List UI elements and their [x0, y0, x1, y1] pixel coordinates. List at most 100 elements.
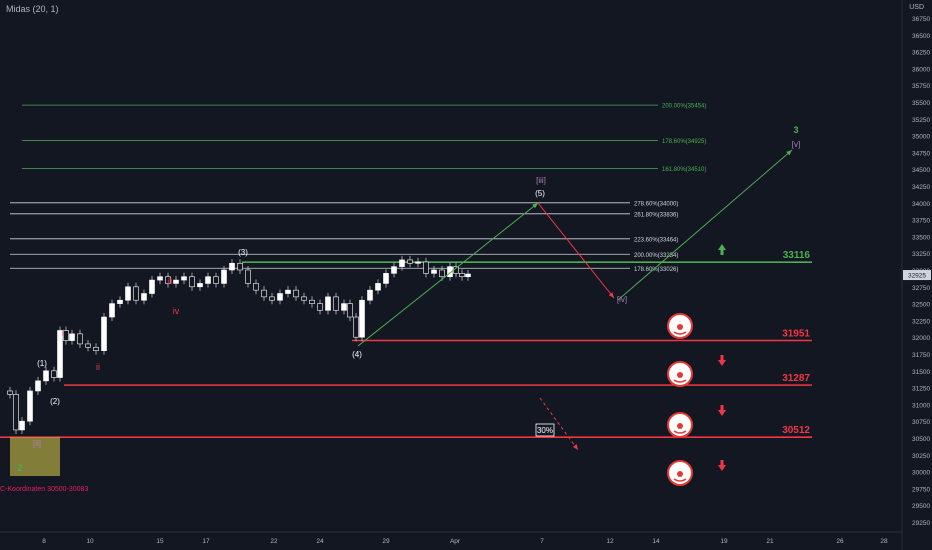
projection-arrow-down-head: [608, 292, 614, 298]
candle-body: [133, 286, 139, 301]
candle-body: [353, 316, 359, 338]
candle-body: [439, 269, 445, 278]
projection-arrow-down: [537, 202, 615, 299]
candle-body: [431, 269, 437, 274]
wave-label: [iii]: [536, 176, 546, 185]
candle-body: [415, 261, 421, 264]
projection-arrow-v-head: [786, 150, 792, 156]
candle-body: [189, 276, 195, 288]
candle-body: [293, 289, 299, 298]
arrow-down-icon: [718, 405, 726, 416]
y-tick-label: 30250: [912, 453, 930, 460]
wave-label: 2: [17, 463, 22, 473]
y-tick-label: 35500: [912, 100, 930, 107]
candle-body: [407, 259, 413, 264]
candle-body: [51, 370, 57, 378]
candle-body: [109, 303, 115, 318]
indicator-title: Midas (20, 1): [6, 4, 59, 14]
wave-label: (1): [37, 359, 47, 368]
arrow-down-icon: [718, 355, 726, 366]
y-tick-label: 33250: [912, 251, 930, 258]
clown-nose-icon: [677, 324, 683, 330]
y-tick-label: 31750: [912, 352, 930, 359]
candle-body: [309, 299, 315, 304]
y-tick-label: 33500: [912, 234, 930, 241]
projection-arrow-up: [357, 202, 539, 347]
candle-body: [237, 262, 243, 271]
x-tick-label: 28: [880, 538, 888, 545]
x-tick-label: 8: [42, 538, 46, 545]
y-tick-label: 36750: [912, 16, 930, 23]
y-tick-label: 31500: [912, 369, 930, 376]
x-tick-label: 10: [86, 538, 94, 545]
arrow-up-icon: [718, 244, 726, 255]
candle-body: [205, 276, 211, 284]
candle-body: [269, 296, 275, 301]
percent-box-label: 30%: [537, 426, 553, 435]
x-tick-label: 26: [836, 538, 844, 545]
candle-body: [459, 273, 465, 278]
x-tick-label: 29: [382, 538, 390, 545]
fib-level-label: 178.60%(33026): [634, 267, 678, 273]
y-tick-label: 29250: [912, 520, 930, 527]
y-tick-label: 29750: [912, 486, 930, 493]
candle-body: [221, 269, 227, 284]
y-tick-label: 34500: [912, 167, 930, 174]
candle-body: [423, 261, 429, 274]
candle-body: [383, 273, 389, 284]
candle-body: [173, 279, 179, 284]
wave-label: (2): [50, 397, 60, 406]
fib-level-label: 278.60%(34000): [634, 201, 678, 207]
candle-body: [57, 330, 63, 378]
wave-label: [v]: [792, 140, 800, 149]
y-tick-label: 36250: [912, 50, 930, 57]
y-tick-label: 30000: [912, 470, 930, 477]
clown-nose-icon: [677, 372, 683, 378]
percent-box: [535, 423, 555, 437]
candle-body: [149, 279, 155, 294]
x-tick-label: 15: [156, 538, 164, 545]
candle-body: [341, 303, 347, 311]
candle-body: [19, 420, 25, 431]
y-tick-label: 34000: [912, 201, 930, 208]
y-tick-label: 35750: [912, 83, 930, 90]
c-koordinaten-zone: [10, 437, 60, 477]
y-tick-label: 31000: [912, 402, 930, 409]
clown-nose-icon: [677, 423, 683, 429]
candle-body: [325, 296, 331, 311]
candle-body: [63, 330, 69, 341]
candle-body: [27, 390, 33, 422]
y-tick-label: 32000: [912, 335, 930, 342]
candle-body: [347, 303, 353, 318]
candle-body: [277, 293, 283, 301]
candle-body: [197, 283, 203, 288]
x-tick-label: 21: [766, 538, 774, 545]
wave-label: 3: [793, 125, 798, 135]
candle-body: [367, 289, 373, 301]
candle-body: [13, 394, 19, 431]
x-tick-label: 24: [316, 538, 324, 545]
current-price-label: 32925: [908, 273, 926, 280]
y-tick-label: 36500: [912, 33, 930, 40]
candle-body: [181, 276, 187, 281]
candle-body: [141, 293, 147, 301]
x-tick-label: 19: [720, 538, 728, 545]
wave-label: ii: [96, 362, 100, 372]
y-tick-label: 31250: [912, 386, 930, 393]
fib-level-label: 200.00%(33234): [634, 253, 678, 259]
key-level-label: 31287: [782, 373, 810, 384]
candle-body: [101, 316, 107, 351]
fib-level-label: 200.00%(35454): [662, 104, 706, 110]
wave-label: [ii]: [33, 439, 41, 448]
candle-body: [125, 286, 131, 301]
x-tick-label: 14: [652, 538, 660, 545]
y-tick-label: 32500: [912, 302, 930, 309]
candle-body: [447, 266, 453, 278]
candle-body: [165, 276, 171, 284]
y-tick-label: 33750: [912, 218, 930, 225]
fib-level-label: 223.60%(33464): [634, 237, 678, 243]
wave-label: (4): [352, 350, 362, 359]
fib-level-label: 178.60%(34925): [662, 139, 706, 145]
candle-body: [229, 262, 235, 271]
